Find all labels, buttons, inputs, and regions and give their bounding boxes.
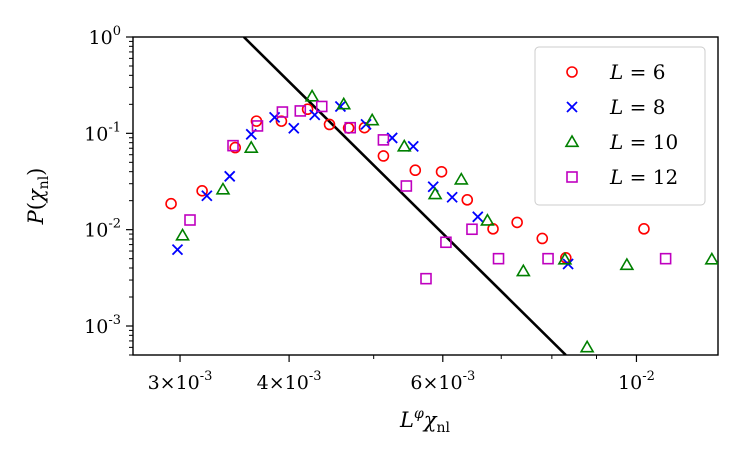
data-point <box>427 186 443 200</box>
fit-line <box>242 37 567 355</box>
legend: L = 6 L = 8 L = 10 L = 12 <box>534 46 706 206</box>
legend-marker <box>566 101 578 113</box>
data-point <box>377 150 390 162</box>
data-points <box>165 88 718 353</box>
data-point <box>492 252 505 265</box>
axis-ticks: 3×10-3 4×10-3 6×10-3 10-2 100 10-1 10-2 10-3 <box>84 24 655 394</box>
data-point <box>184 214 196 226</box>
data-point <box>557 251 573 265</box>
legend-marker <box>566 66 578 78</box>
data-point <box>334 100 347 113</box>
series-4 <box>184 100 672 285</box>
data-point <box>409 164 422 177</box>
data-point <box>579 339 595 353</box>
data-point <box>396 138 412 152</box>
legend-marker <box>566 171 578 183</box>
y-tick-label: 10-2 <box>84 217 121 242</box>
data-point <box>175 227 190 241</box>
data-point <box>215 181 231 195</box>
data-point <box>638 223 650 235</box>
data-point <box>400 180 413 192</box>
data-point <box>453 171 469 185</box>
legend-label: L = 10 <box>609 130 678 154</box>
data-point <box>446 191 458 203</box>
data-point <box>315 100 328 113</box>
data-point <box>251 120 264 132</box>
y-tick-label: 10-1 <box>84 120 121 145</box>
data-point <box>472 211 484 223</box>
x-tick-label: 3×10-3 <box>148 369 213 394</box>
data-point <box>435 165 448 178</box>
data-point <box>619 257 635 271</box>
y-axis-label: P(χnl) <box>24 168 52 226</box>
data-point <box>288 122 300 134</box>
data-point <box>659 252 672 265</box>
data-point <box>536 232 549 245</box>
data-point <box>440 236 452 249</box>
fit-line-group <box>242 37 567 355</box>
data-point <box>171 244 184 256</box>
data-point <box>511 216 523 229</box>
x-tick-label: 10-2 <box>618 369 655 394</box>
data-point <box>542 252 554 265</box>
data-point <box>276 106 289 118</box>
data-point <box>275 115 288 127</box>
legend-label: L = 6 <box>609 60 665 84</box>
data-point <box>480 213 495 226</box>
data-point <box>304 88 320 102</box>
data-point <box>364 112 380 126</box>
legend-label: L = 12 <box>609 165 678 189</box>
data-point <box>377 134 390 146</box>
x-tick-label: 6×10-3 <box>410 369 475 394</box>
y-tick-label: 10-3 <box>84 313 121 338</box>
data-point <box>227 139 239 152</box>
data-point <box>466 223 478 236</box>
data-point <box>243 140 259 153</box>
data-point <box>196 185 208 197</box>
data-point <box>301 103 314 116</box>
data-point <box>201 190 213 202</box>
data-point <box>224 170 236 182</box>
x-axis-label: Lφχnl <box>399 406 451 436</box>
data-point <box>461 194 474 206</box>
legend-marker <box>564 134 580 148</box>
legend-label: L = 8 <box>609 95 665 119</box>
series-3 <box>175 88 718 353</box>
data-point <box>420 272 432 285</box>
data-point <box>165 197 177 210</box>
y-tick-label: 100 <box>89 24 121 49</box>
data-point <box>336 96 352 110</box>
x-tick-label: 4×10-3 <box>257 369 322 394</box>
data-point <box>229 141 242 154</box>
data-point <box>323 118 336 131</box>
data-point <box>515 263 531 277</box>
data-point <box>294 105 307 117</box>
legend-frame <box>534 46 706 206</box>
data-point <box>344 121 357 134</box>
data-point <box>704 251 718 265</box>
